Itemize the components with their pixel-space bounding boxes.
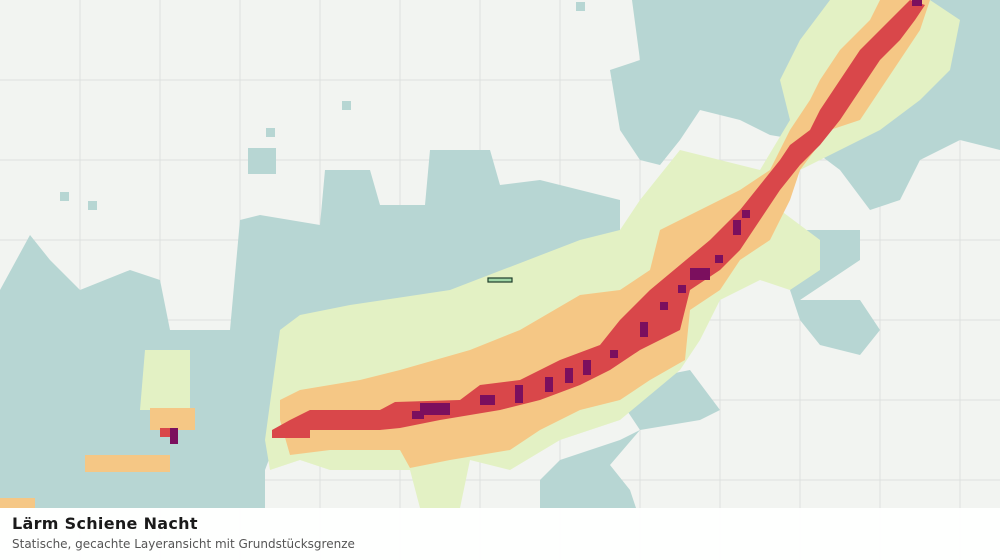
zone-purple bbox=[170, 0, 922, 444]
caption-title: Lärm Schiene Nacht bbox=[12, 514, 198, 533]
caption: Lärm Schiene Nacht Statische, gecachte L… bbox=[0, 508, 1000, 560]
parcel-boundary[interactable] bbox=[487, 277, 513, 283]
caption-subtitle: Statische, gecachte Layeransicht mit Gru… bbox=[12, 537, 355, 551]
zone-red bbox=[160, 0, 925, 438]
